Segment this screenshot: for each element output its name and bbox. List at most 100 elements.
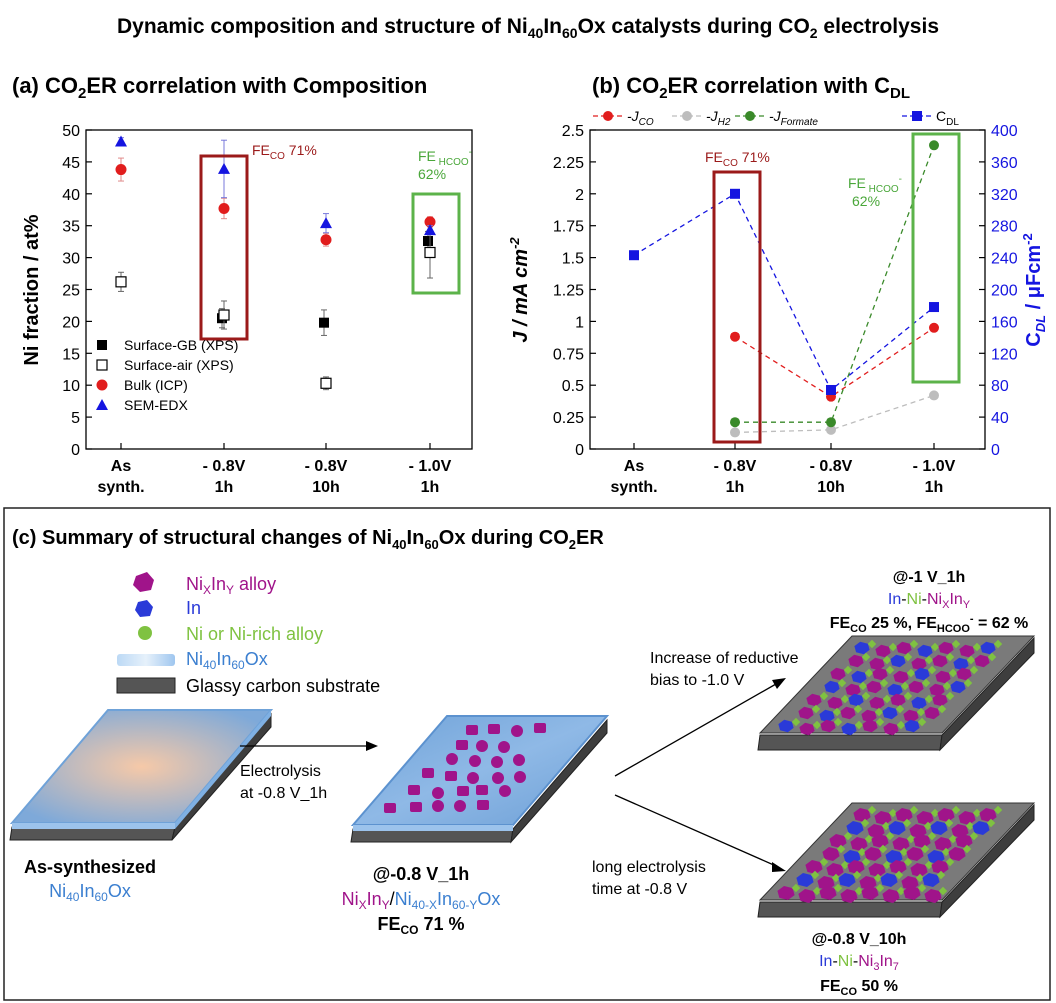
state-1h-label: @-0.8 V_1h bbox=[373, 864, 470, 884]
alloy-particle bbox=[869, 696, 885, 710]
ni-particle bbox=[861, 691, 871, 701]
alloy-particle bbox=[913, 834, 931, 848]
svg-text:Ni40In60Ox: Ni40In60Ox bbox=[186, 649, 268, 672]
alloy-particle bbox=[931, 860, 949, 874]
alloy-particle bbox=[422, 768, 434, 778]
alloy-particle bbox=[932, 654, 948, 668]
ni-particle bbox=[916, 707, 926, 717]
alloy-particle bbox=[817, 876, 835, 890]
alloy-particle bbox=[959, 644, 975, 658]
x-tick-label: - 0.8V bbox=[714, 458, 757, 475]
y-tick-right-label: 200 bbox=[991, 283, 1018, 300]
in-particle bbox=[922, 873, 940, 887]
data-point bbox=[826, 384, 836, 395]
ni-particle bbox=[896, 720, 906, 730]
alloy-particle bbox=[871, 834, 889, 848]
legend-marker bbox=[682, 111, 692, 121]
alloy-particle bbox=[935, 670, 951, 684]
svg-text:NiXInY alloy: NiXInY alloy bbox=[186, 574, 276, 597]
ni-particle bbox=[861, 857, 871, 867]
ni-particle bbox=[875, 717, 885, 727]
in-particle bbox=[841, 722, 857, 736]
panel-b-legend: -JCO -JH2 -JFormate CDL bbox=[593, 108, 959, 128]
data-point bbox=[320, 377, 332, 389]
data-point bbox=[115, 164, 127, 176]
y-tick-label: 40 bbox=[62, 187, 80, 204]
alloy-particle bbox=[467, 772, 479, 784]
legend-label: -JCO bbox=[627, 108, 654, 128]
alloy-particle bbox=[491, 756, 503, 768]
alloy-particle bbox=[454, 800, 466, 812]
alloy-particle bbox=[910, 863, 928, 877]
series-line bbox=[734, 327, 935, 398]
state-neg1-formula: In-Ni-NiXInY bbox=[888, 591, 971, 611]
slab-10h-particles bbox=[777, 805, 1003, 903]
ni-particle bbox=[873, 873, 883, 883]
y-tick-label: 0.25 bbox=[553, 410, 584, 427]
ni-particle bbox=[924, 860, 934, 870]
ni-particle bbox=[903, 857, 913, 867]
state-10h-formula: In-Ni-Ni3In7 bbox=[819, 953, 899, 973]
y-tick-label: 5 bbox=[71, 410, 80, 427]
ni-particle bbox=[882, 694, 892, 704]
x-tick-label: - 1.0V bbox=[409, 458, 452, 475]
alloy-particle bbox=[798, 706, 814, 720]
ni-particle bbox=[969, 665, 979, 675]
ni-particle bbox=[885, 831, 895, 841]
data-point bbox=[826, 424, 836, 435]
in-particle bbox=[778, 719, 794, 733]
alloy-particle bbox=[466, 725, 478, 735]
alloy-particle bbox=[903, 886, 921, 900]
ni-particle bbox=[881, 821, 891, 831]
alloy-particle bbox=[853, 808, 871, 822]
ni-particle bbox=[937, 704, 947, 714]
data-point bbox=[730, 331, 740, 342]
y-tick-label: 0.75 bbox=[553, 346, 584, 363]
legend-marker bbox=[603, 111, 613, 121]
legend-marker bbox=[96, 379, 108, 391]
alloy-particle bbox=[432, 800, 444, 812]
ni-particle bbox=[840, 860, 850, 870]
legend-marker bbox=[745, 111, 755, 121]
as-synthesized-slab bbox=[9, 709, 274, 841]
panel-b-ylabel-right: CDL / μFcm-2 bbox=[1020, 233, 1048, 346]
in-particle bbox=[927, 850, 945, 864]
alloy-particle bbox=[861, 709, 877, 723]
legend-label: Surface-air (XPS) bbox=[124, 357, 234, 373]
panel-b-chart: 0 0.25 0.5 0.75 1 1.25 1.5 1.75 2 2.25 2.5 0 40 80 12… bbox=[507, 108, 1048, 496]
alloy-particle bbox=[498, 741, 510, 753]
alloy-particle bbox=[951, 824, 969, 838]
alloy-particle bbox=[822, 847, 840, 861]
alloy-particle bbox=[410, 802, 422, 812]
alloy-particle bbox=[845, 683, 861, 697]
ni-particle bbox=[840, 694, 850, 704]
y-tick-right-label: 360 bbox=[991, 155, 1018, 172]
panel-b-x-ticks: As synth. - 0.8V 1h - 0.8V 10h - 1.0V 1h bbox=[610, 443, 956, 496]
panel-b-heading: (b) CO2ER correlation with CDL bbox=[592, 73, 910, 102]
data-point bbox=[424, 224, 436, 236]
alloy-particle bbox=[830, 667, 846, 681]
ni-particle bbox=[927, 665, 937, 675]
data-point bbox=[218, 162, 230, 174]
data-point bbox=[730, 417, 740, 428]
fe-hcoo-box-b bbox=[911, 132, 961, 384]
ni-particle bbox=[930, 642, 940, 652]
ni-particle bbox=[921, 678, 931, 688]
ni-particle bbox=[945, 652, 955, 662]
alloy-particle bbox=[979, 808, 997, 822]
alloy-particle bbox=[893, 670, 909, 684]
panel-a-heading: (a) CO2ER correlation with Composition bbox=[12, 73, 427, 102]
svg-text:In: In bbox=[186, 598, 201, 618]
legend-label: Bulk (ICP) bbox=[124, 377, 188, 393]
panel-a-legend: Surface-GB (XPS) Surface-air (XPS) Bulk (I… bbox=[96, 337, 238, 413]
ni-particle bbox=[951, 639, 961, 649]
alloy-particle bbox=[457, 786, 469, 796]
legend-label: Surface-GB (XPS) bbox=[124, 337, 238, 353]
ni-particle bbox=[930, 808, 940, 818]
alloy-particle bbox=[511, 725, 523, 737]
film-legend-icon bbox=[117, 654, 175, 666]
ni-particle bbox=[993, 805, 1003, 815]
in-particle bbox=[882, 706, 898, 720]
legend-marker bbox=[912, 111, 922, 121]
panel-c-frame bbox=[3, 507, 1051, 1001]
